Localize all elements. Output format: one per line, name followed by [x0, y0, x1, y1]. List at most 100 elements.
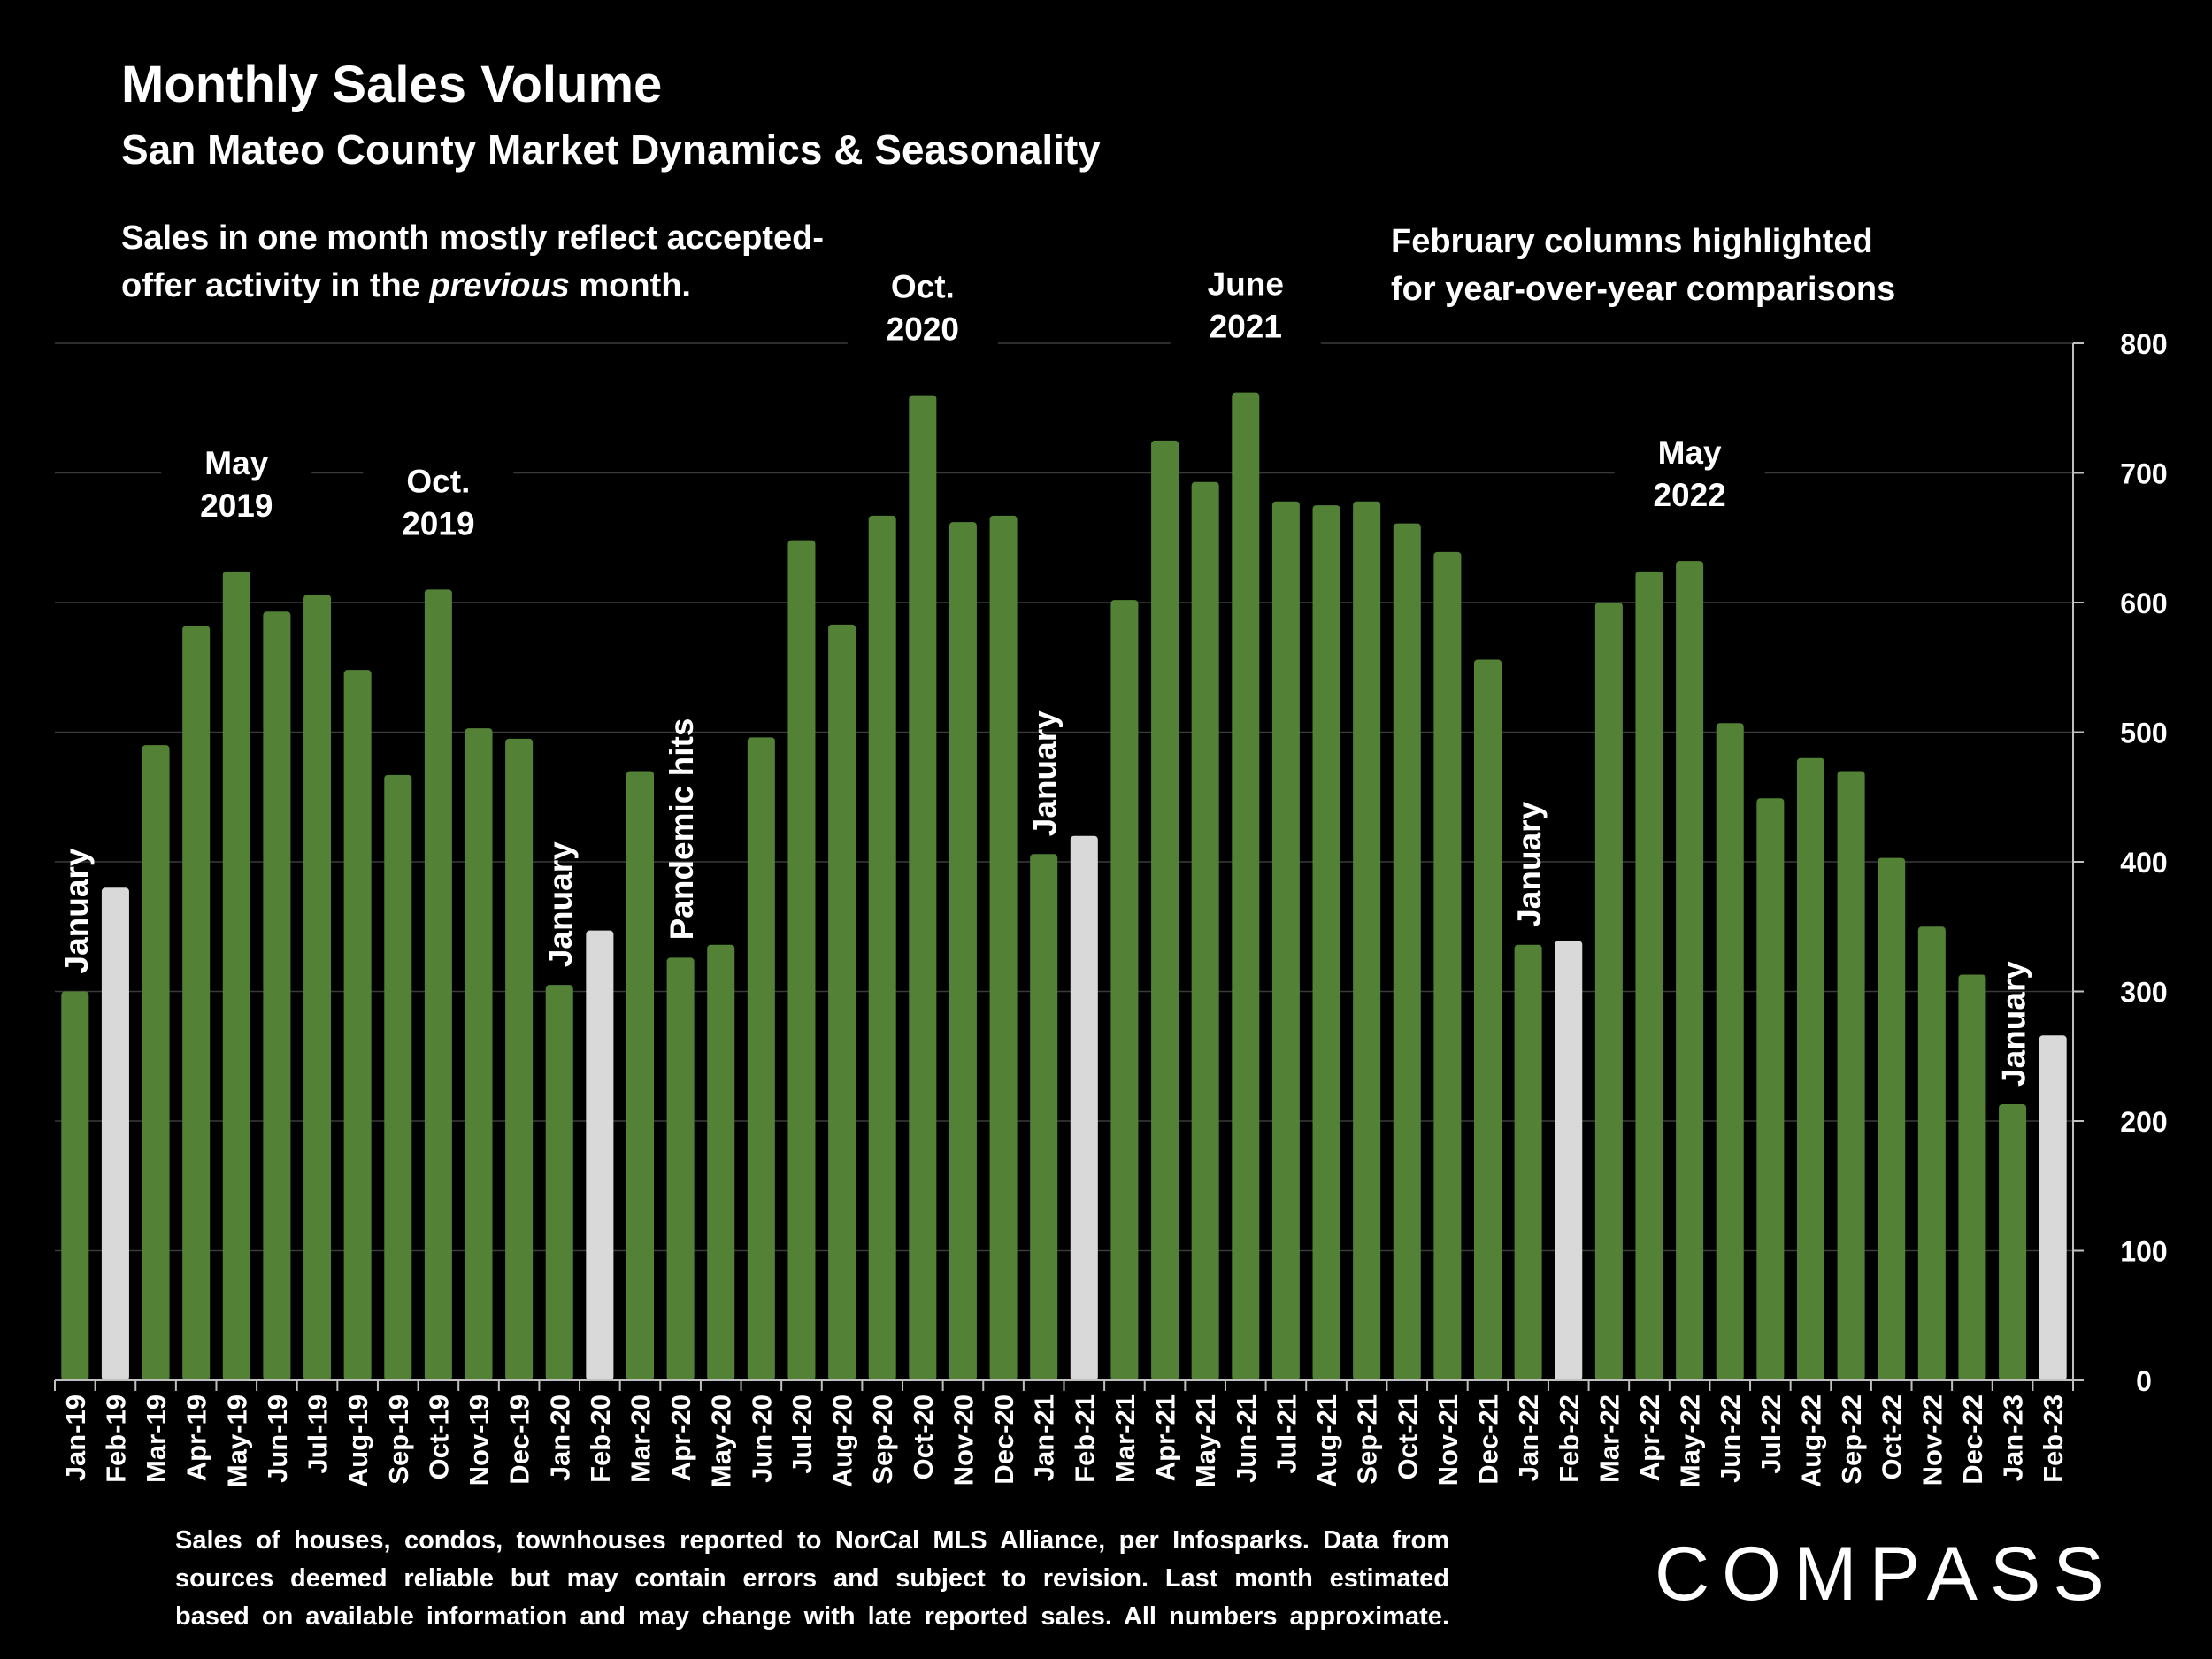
- bar-jul-22: [1756, 798, 1785, 1380]
- annotation-label: 2019: [200, 488, 273, 524]
- bar-jul-20: [787, 540, 816, 1380]
- compass-logo: COMPASS: [1655, 1532, 2116, 1617]
- bar-feb-23: [2039, 1035, 2067, 1380]
- annotation-label: 2021: [1210, 309, 1282, 345]
- bar-dec-21: [1473, 659, 1502, 1380]
- bar-aug-21: [1312, 505, 1340, 1380]
- x-tick-label: Jan-21: [1029, 1394, 1060, 1481]
- bar-sep-21: [1353, 501, 1381, 1380]
- note-right-line1: February columns highlighted: [1391, 223, 1873, 260]
- bar-aug-22: [1796, 757, 1824, 1380]
- x-tick-label: Aug-22: [1795, 1394, 1826, 1487]
- annotation-vertical: Pandemic hits: [664, 718, 700, 941]
- x-tick-label: May-20: [706, 1394, 737, 1487]
- bar-aug-19: [343, 670, 372, 1380]
- bar-dec-22: [1958, 974, 1986, 1380]
- x-tick-label: Jan-22: [1513, 1394, 1544, 1481]
- note-left-line2: offer activity in the previous month.: [121, 262, 918, 310]
- x-tick-label: Aug-21: [1311, 1394, 1342, 1487]
- y-tick-label: 500: [2120, 718, 2167, 749]
- bar-apr-19: [182, 626, 211, 1380]
- bar-jan-20: [545, 985, 573, 1380]
- footnote-line1: Sales of houses, condos, townhouses repo…: [175, 1526, 1449, 1555]
- x-tick-label: Jan-23: [1998, 1394, 2029, 1481]
- bar-oct-19: [424, 589, 452, 1380]
- bar-apr-21: [1151, 440, 1179, 1380]
- annotation-label: Oct.: [406, 463, 470, 499]
- annotation-background: [363, 455, 514, 553]
- annotation-vertical: January: [542, 841, 579, 967]
- chart-subtitle: San Mateo County Market Dynamics & Seaso…: [121, 127, 1101, 173]
- x-tick-label: Dec-19: [504, 1394, 535, 1485]
- annotation-background: [1170, 257, 1321, 356]
- annotation-label: June: [1208, 266, 1284, 303]
- chart-title: Monthly Sales Volume: [121, 56, 663, 113]
- bar-feb-22: [1555, 941, 1583, 1380]
- annotation-label: 2020: [887, 311, 959, 348]
- note-accepted-offer: Sales in one month mostly reflect accept…: [121, 214, 918, 310]
- x-tick-label: Jan-20: [544, 1394, 575, 1481]
- x-tick-label: Dec-21: [1473, 1394, 1504, 1485]
- y-tick-label: 200: [2120, 1106, 2167, 1138]
- bar-nov-20: [949, 522, 977, 1380]
- x-tick-label: Jul-21: [1271, 1394, 1302, 1474]
- y-tick-label: 800: [2120, 328, 2167, 360]
- annotation-vertical: January: [1996, 961, 2032, 1087]
- annotation-vertical: January: [58, 848, 95, 973]
- x-tick-label: Aug-19: [342, 1394, 373, 1487]
- bar-jan-21: [1030, 854, 1058, 1380]
- annotation-label: May: [1658, 434, 1722, 471]
- annotation-vertical: January: [1027, 710, 1064, 836]
- bar-jun-20: [747, 737, 775, 1380]
- x-tick-label: Jun-21: [1231, 1394, 1262, 1483]
- bar-jun-21: [1232, 392, 1260, 1380]
- x-tick-label: Jul-22: [1755, 1394, 1786, 1474]
- bar-nov-21: [1433, 551, 1462, 1380]
- bar-apr-22: [1635, 571, 1663, 1380]
- bar-jul-19: [303, 595, 332, 1380]
- annotation-background: [1614, 426, 1765, 525]
- x-tick-label: Oct-19: [423, 1394, 454, 1479]
- x-tick-label: Jan-19: [60, 1394, 91, 1481]
- bar-jun-19: [263, 611, 291, 1380]
- bar-aug-20: [828, 624, 856, 1380]
- footnote-line3: based on available information and may c…: [175, 1602, 1449, 1631]
- annotation-background: [847, 260, 998, 358]
- y-tick-label: 100: [2120, 1236, 2167, 1268]
- x-tick-label: Nov-22: [1916, 1394, 1947, 1486]
- note-left-line2-b: month.: [569, 267, 691, 304]
- x-tick-label: Jun-22: [1715, 1394, 1746, 1483]
- x-tick-label: May-19: [221, 1394, 252, 1487]
- x-tick-label: Jun-19: [262, 1394, 293, 1483]
- y-tick-label: 600: [2120, 588, 2167, 619]
- annotation-vertical: January: [1511, 801, 1548, 926]
- x-tick-label: Apr-19: [181, 1394, 212, 1481]
- x-tick-label: Nov-19: [464, 1394, 495, 1486]
- bar-mar-22: [1594, 603, 1623, 1380]
- bar-mar-21: [1110, 600, 1139, 1380]
- annotation-label: Oct.: [891, 269, 955, 305]
- x-tick-label: May-21: [1190, 1394, 1221, 1487]
- note-right-line2: for year-over-year comparisons: [1391, 271, 1896, 308]
- x-tick-label: Dec-22: [1957, 1394, 1988, 1485]
- annotation-label: 2022: [1653, 477, 1725, 513]
- x-tick-label: Mar-20: [625, 1394, 656, 1483]
- bar-jun-22: [1716, 723, 1744, 1380]
- x-tick-label: Feb-20: [585, 1394, 616, 1483]
- x-tick-label: Dec-20: [988, 1394, 1019, 1485]
- bar-feb-19: [101, 887, 129, 1380]
- x-tick-label: Sep-21: [1352, 1394, 1383, 1485]
- bar-jan-22: [1514, 944, 1542, 1380]
- bar-sep-20: [868, 515, 896, 1380]
- x-tick-label: Mar-19: [141, 1394, 172, 1483]
- x-tick-label: Mar-21: [1110, 1394, 1141, 1483]
- bar-oct-20: [909, 395, 937, 1381]
- y-tick-label: 300: [2120, 977, 2167, 1009]
- bar-may-19: [222, 571, 250, 1380]
- y-tick-label: 700: [2120, 458, 2167, 490]
- annotations: January January Pandemic hits January Januar…: [58, 257, 2032, 1087]
- axes: 0 100 200 300 400 500 600 700 800 Jan-19 Feb-19 Mar…: [54, 328, 2168, 1487]
- x-tick-label: Apr-21: [1150, 1394, 1181, 1481]
- bar-dec-19: [505, 738, 534, 1380]
- bar-feb-21: [1070, 835, 1098, 1380]
